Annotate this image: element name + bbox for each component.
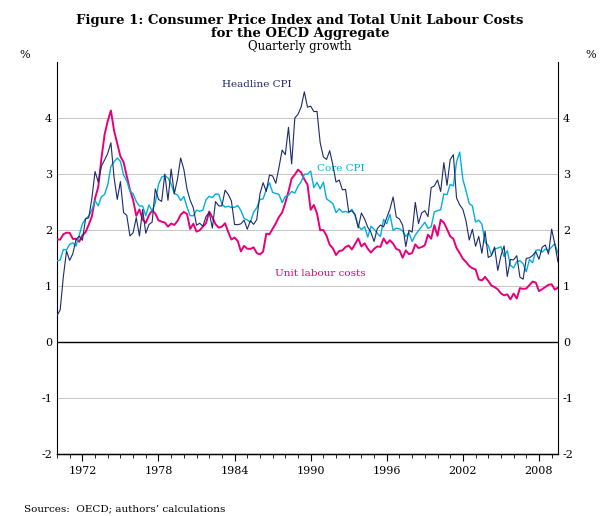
- Text: %: %: [585, 50, 596, 60]
- Text: Quarterly growth: Quarterly growth: [248, 40, 352, 53]
- Text: %: %: [19, 50, 30, 60]
- Text: Core CPI: Core CPI: [317, 164, 365, 173]
- Text: Sources:  OECD; authors’ calculations: Sources: OECD; authors’ calculations: [24, 505, 226, 513]
- Text: Unit labour costs: Unit labour costs: [275, 269, 366, 278]
- Text: Figure 1: Consumer Price Index and Total Unit Labour Costs: Figure 1: Consumer Price Index and Total…: [76, 14, 524, 27]
- Text: for the OECD Aggregate: for the OECD Aggregate: [211, 27, 389, 40]
- Text: Headline CPI: Headline CPI: [222, 80, 292, 89]
